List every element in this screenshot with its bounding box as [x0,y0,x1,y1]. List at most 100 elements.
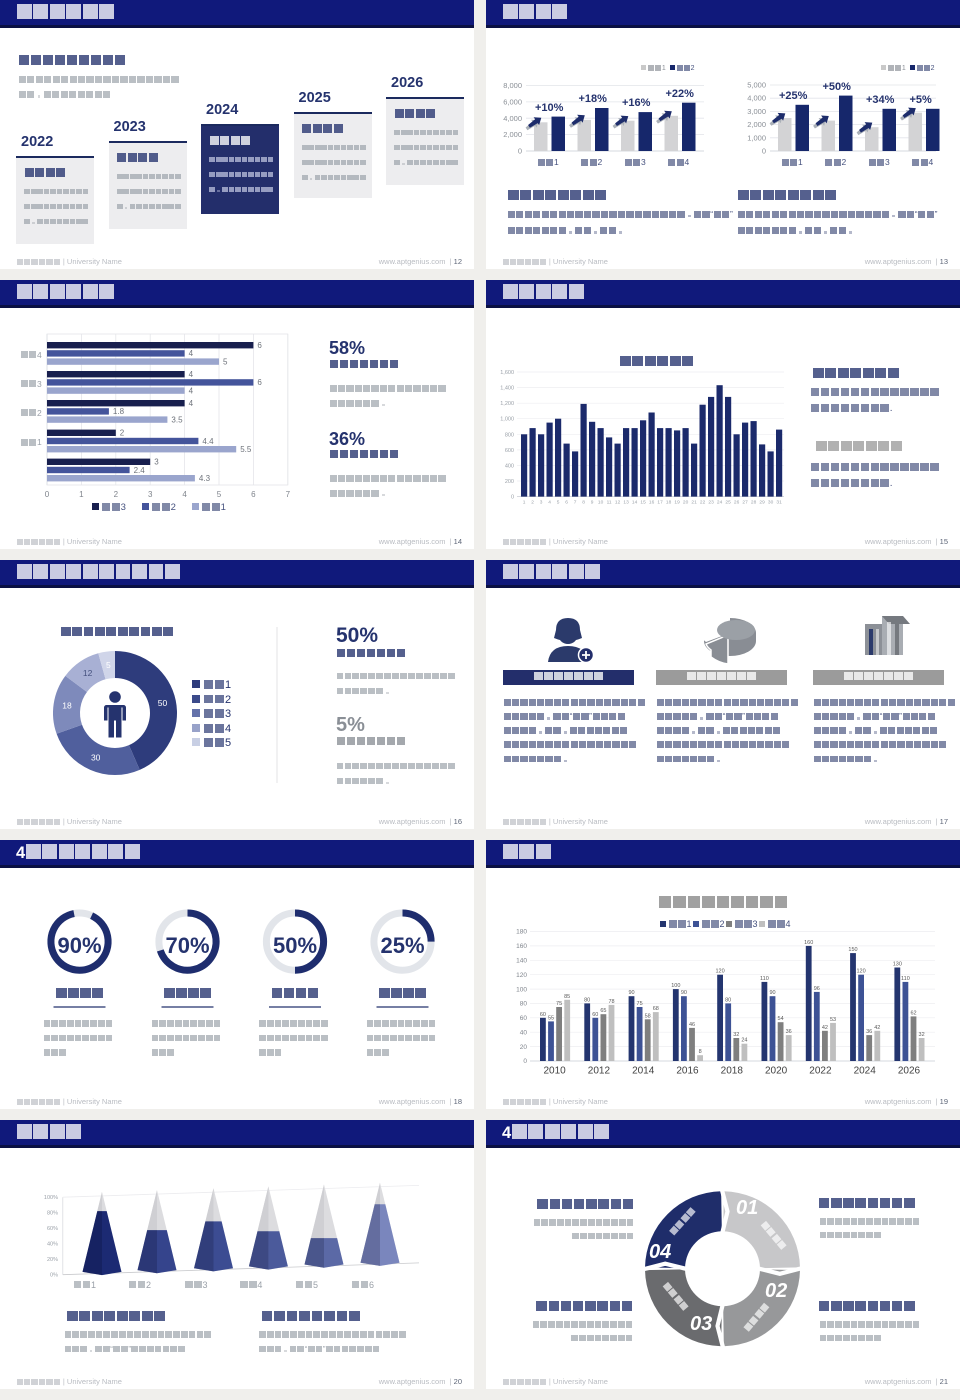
svg-text:30: 30 [91,753,101,763]
svg-text:9: 9 [591,500,594,506]
svg-text:80: 80 [725,997,731,1003]
svg-text:26: 26 [734,500,740,506]
svg-text:2018: 2018 [721,1066,744,1077]
svg-text:12: 12 [83,668,93,678]
svg-text:1,400: 1,400 [500,386,514,392]
svg-text:24: 24 [741,1038,747,1044]
svg-text:80: 80 [520,1001,528,1008]
svg-text:20: 20 [520,1044,528,1051]
svg-text:140: 140 [516,958,527,965]
svg-text:6: 6 [251,490,256,499]
svg-text:25: 25 [725,500,731,506]
svg-text:4,000: 4,000 [747,94,766,103]
svg-text:5: 5 [217,490,222,499]
svg-text:22: 22 [700,500,706,506]
svg-text:36: 36 [786,1029,792,1035]
svg-text:40%: 40% [47,1242,58,1248]
svg-text:1: 1 [523,500,526,506]
svg-text:150: 150 [848,947,857,953]
svg-text:400: 400 [505,463,514,469]
svg-text:2.4: 2.4 [134,466,146,475]
svg-text:0: 0 [45,490,50,499]
svg-text:6: 6 [257,341,262,350]
svg-text:60%: 60% [47,1226,58,1232]
svg-text:60: 60 [592,1012,598,1018]
svg-text:10: 10 [598,500,604,506]
svg-text:96: 96 [814,986,820,992]
svg-text:120: 120 [857,969,866,975]
svg-text:5.5: 5.5 [240,445,252,454]
svg-text:46: 46 [689,1022,695,1028]
svg-text:3,000: 3,000 [747,107,766,116]
svg-text:31: 31 [776,500,782,506]
svg-text:60: 60 [540,1012,546,1018]
svg-text:2020: 2020 [765,1066,788,1077]
svg-text:54: 54 [778,1016,784,1022]
svg-text:8: 8 [699,1049,702,1055]
svg-text:62: 62 [910,1010,916,1016]
svg-text:2: 2 [114,490,119,499]
svg-text:13: 13 [623,500,629,506]
svg-text:3.5: 3.5 [171,415,183,424]
svg-text:600: 600 [505,448,514,454]
svg-text:24: 24 [717,500,723,506]
svg-text:2,000: 2,000 [747,120,766,129]
svg-text:75: 75 [556,1001,562,1007]
svg-text:90: 90 [769,990,775,996]
svg-text:4: 4 [189,370,194,379]
svg-text:60: 60 [520,1015,528,1022]
svg-text:4: 4 [548,500,551,506]
svg-text:23: 23 [708,500,714,506]
svg-text:19: 19 [674,500,680,506]
svg-text:40: 40 [520,1029,528,1036]
svg-text:7: 7 [286,490,291,499]
svg-text:0: 0 [762,147,766,156]
svg-text:100: 100 [516,986,527,993]
svg-text:32: 32 [733,1032,739,1038]
svg-text:55: 55 [548,1015,554,1021]
svg-text:4,000: 4,000 [503,114,522,123]
svg-text:58: 58 [645,1013,651,1019]
svg-text:110: 110 [901,976,910,982]
svg-text:8: 8 [582,500,585,506]
svg-text:2026: 2026 [898,1066,921,1077]
svg-text:21: 21 [691,500,697,506]
svg-text:90: 90 [681,990,687,996]
svg-text:1,000: 1,000 [747,133,766,142]
svg-text:120: 120 [716,969,725,975]
svg-text:42: 42 [822,1025,828,1031]
svg-text:100: 100 [671,983,680,989]
svg-text:3: 3 [154,458,159,467]
svg-text:5,000: 5,000 [747,81,766,90]
svg-text:80: 80 [584,997,590,1003]
svg-text:180: 180 [516,929,527,936]
svg-text:7: 7 [574,500,577,506]
svg-text:2: 2 [120,429,125,438]
svg-text:2016: 2016 [676,1066,699,1077]
svg-text:12: 12 [615,500,621,506]
svg-text:5: 5 [557,500,560,506]
svg-text:29: 29 [759,500,765,506]
svg-text:0: 0 [511,495,514,501]
svg-text:32: 32 [919,1032,925,1038]
svg-text:2,000: 2,000 [503,130,522,139]
svg-text:800: 800 [505,432,514,438]
svg-text:0: 0 [518,147,522,156]
svg-text:0%: 0% [50,1273,58,1279]
svg-text:4.3: 4.3 [199,474,211,483]
svg-text:80%: 80% [47,1211,58,1217]
svg-text:130: 130 [893,962,902,968]
svg-text:53: 53 [830,1017,836,1023]
svg-text:160: 160 [516,943,527,950]
svg-text:4: 4 [182,490,187,499]
svg-text:50: 50 [158,698,168,708]
svg-text:1,600: 1,600 [500,370,514,376]
svg-text:16: 16 [649,500,655,506]
svg-text:2: 2 [531,500,534,506]
svg-text:14: 14 [632,500,638,506]
svg-text:1: 1 [79,490,84,499]
svg-text:2024: 2024 [854,1066,877,1077]
svg-text:85: 85 [564,994,570,1000]
svg-text:15: 15 [640,500,646,506]
svg-text:36: 36 [866,1029,872,1035]
